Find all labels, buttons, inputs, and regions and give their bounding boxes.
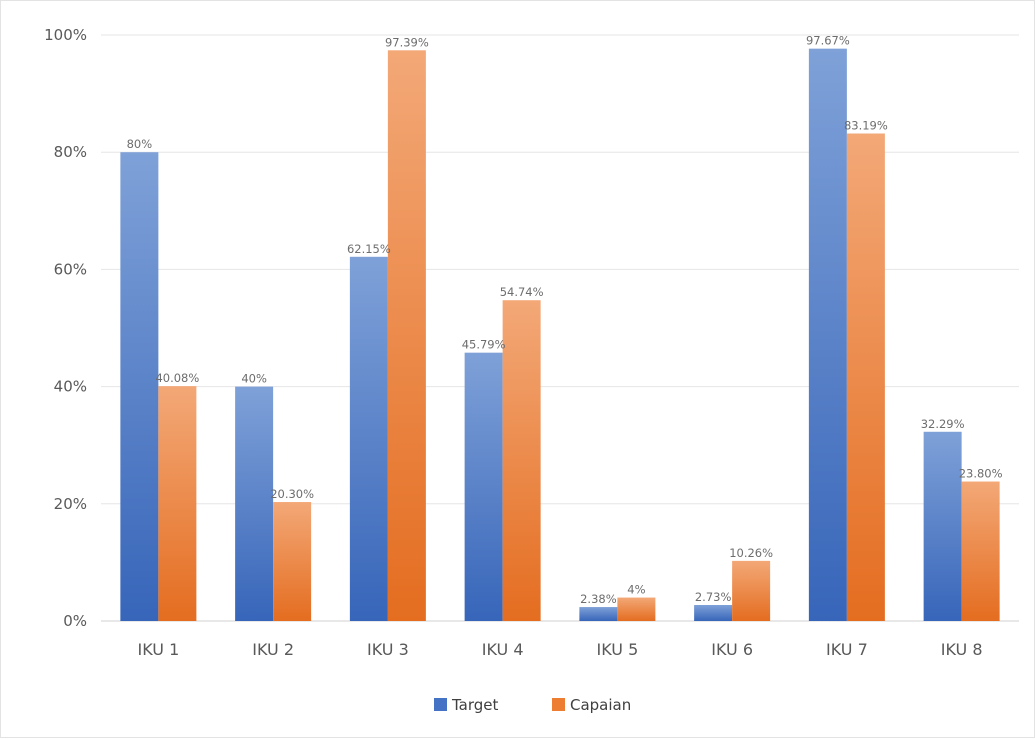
x-tick-label: IKU 1 [137,640,179,659]
legend-swatch-capaian [552,698,565,711]
data-label-capaian: 23.80% [959,467,1003,481]
data-label-capaian: 97.39% [385,35,429,49]
bar-target [120,152,159,621]
data-label-capaian: 54.74% [500,285,544,299]
x-tick-label: IKU 3 [367,640,409,659]
bar-target [464,352,503,621]
x-axis-ticks: IKU 1 IKU 2 IKU 3 IKU 4 IKU 5 IKU 6 IKU 7 IKU 8 [137,640,982,659]
data-label-target: 45.79% [462,338,506,352]
bars [120,48,1000,622]
bar-target [808,48,847,621]
x-tick-label: IKU 5 [596,640,638,659]
y-tick-label: 100% [44,26,87,44]
x-tick-label: IKU 6 [711,640,753,659]
data-label-capaian: 10.26% [729,546,773,560]
y-axis-ticks: 0% 20% 40% 60% 80% 100% [44,26,87,630]
legend-swatch-target [434,698,447,711]
data-labels: 80% 40.08% 40% 20.30% 62.15% 97.39% 45.79% 54.7… [127,34,1003,606]
data-label-target: 32.29% [921,417,965,431]
data-label-target: 40% [241,372,267,386]
bar-capaian [273,502,312,621]
data-label-capaian: 40.08% [155,371,199,385]
bar-target [694,605,733,621]
x-tick-label: IKU 2 [252,640,294,659]
bar-target [235,386,274,621]
y-tick-label: 80% [54,143,87,161]
y-tick-label: 20% [54,495,87,513]
legend-label-target: Target [451,696,499,714]
x-tick-label: IKU 7 [826,640,868,659]
bar-capaian [387,50,426,621]
bar-target [579,607,618,621]
data-label-target: 2.38% [580,592,617,606]
x-tick-label: IKU 8 [941,640,983,659]
bar-capaian [846,133,885,622]
data-label-target: 97.67% [806,34,850,48]
bar-capaian [732,560,771,621]
bar-capaian [158,386,197,621]
x-tick-label: IKU 4 [482,640,524,659]
data-label-target: 62.15% [347,242,391,256]
data-label-capaian: 83.19% [844,119,888,133]
bar-target [349,256,388,621]
y-tick-label: 0% [63,612,87,630]
data-label-target: 80% [127,137,153,151]
data-label-target: 2.73% [695,590,732,604]
y-tick-label: 60% [54,260,87,278]
bar-capaian [502,300,541,621]
bar-capaian [617,597,656,621]
data-label-capaian: 20.30% [270,487,314,501]
bar-capaian [961,481,1000,621]
bar-target [923,431,962,621]
legend-label-capaian: Capaian [570,696,631,714]
y-tick-label: 40% [54,378,87,396]
data-label-capaian: 4% [627,583,645,597]
legend: Target Capaian [434,696,631,714]
